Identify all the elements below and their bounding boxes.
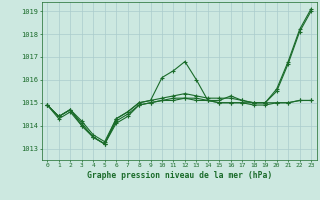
X-axis label: Graphe pression niveau de la mer (hPa): Graphe pression niveau de la mer (hPa) xyxy=(87,171,272,180)
